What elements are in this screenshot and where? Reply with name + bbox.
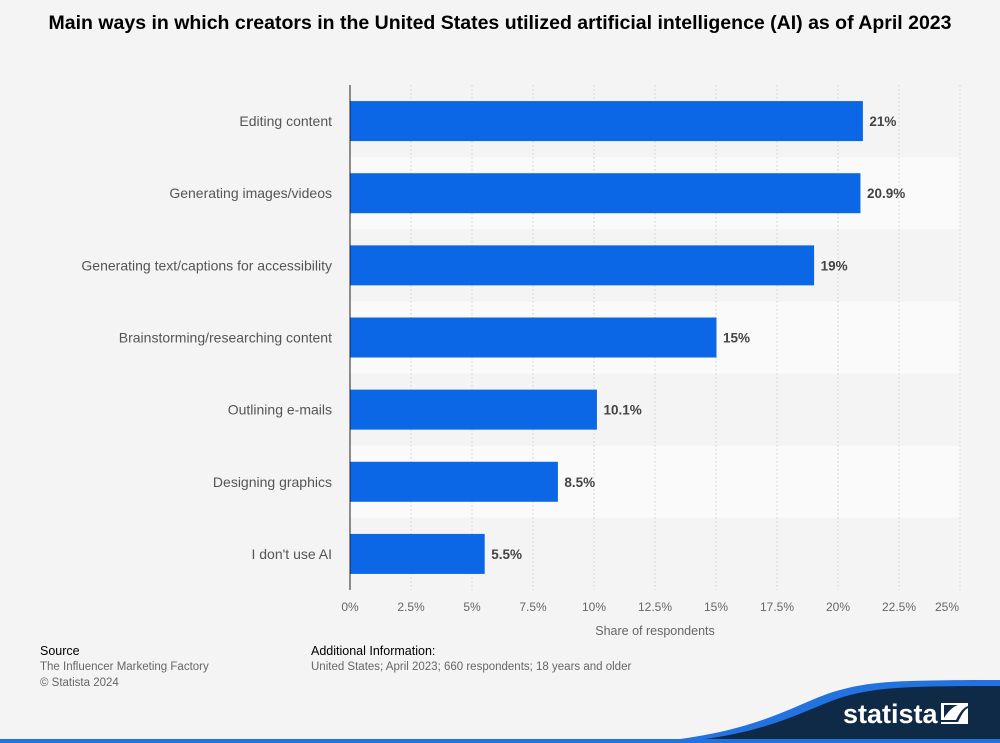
x-tick-label: 15%: [704, 600, 728, 614]
statista-logo: statista: [843, 699, 939, 729]
x-tick-label: 12.5%: [638, 600, 672, 614]
category-label: Generating text/captions for accessibili…: [81, 257, 332, 273]
category-label: Brainstorming/researching content: [119, 330, 332, 346]
data-label: 8.5%: [564, 475, 595, 490]
additional-info-heading: Additional Information:: [311, 644, 436, 658]
category-label: Editing content: [239, 113, 332, 129]
data-label: 20.9%: [867, 186, 905, 201]
x-tick-label: 5%: [463, 600, 481, 614]
category-label: Generating images/videos: [169, 185, 332, 201]
x-tick-label: 22.5%: [882, 600, 916, 614]
data-label: 10.1%: [603, 403, 641, 418]
data-label: 5.5%: [491, 547, 522, 562]
x-tick-label: 17.5%: [760, 600, 794, 614]
x-tick-label: 7.5%: [519, 600, 547, 614]
data-label: 19%: [821, 258, 848, 273]
x-tick-label: 2.5%: [397, 600, 425, 614]
x-tick-label: 25%: [935, 600, 959, 614]
bar: [350, 317, 717, 358]
bar: [350, 101, 863, 142]
x-tick-label: 20%: [826, 600, 850, 614]
statista-logo-icon: [941, 703, 968, 724]
bar: [350, 173, 861, 214]
additional-info-text: United States; April 2023; 660 responden…: [311, 661, 632, 673]
source-heading: Source: [40, 644, 80, 658]
bottom-accent-line: [0, 739, 1000, 743]
bar: [350, 245, 815, 286]
source-name[interactable]: The Influencer Marketing Factory: [40, 661, 209, 673]
category-label: Outlining e-mails: [228, 402, 332, 418]
brand-wave-dark: [660, 686, 1000, 743]
category-label: Designing graphics: [213, 474, 332, 490]
x-tick-label: 10%: [582, 600, 606, 614]
copyright: © Statista 2024: [40, 677, 119, 689]
chart-title: Main ways in which creators in the Unite…: [48, 12, 952, 34]
x-tick-label: 0%: [341, 600, 359, 614]
x-axis-label: Share of respondents: [595, 624, 715, 638]
data-label: 21%: [869, 114, 896, 129]
bar: [350, 533, 485, 574]
bar: [350, 461, 558, 502]
bar: [350, 389, 597, 430]
category-label: I don't use AI: [251, 546, 332, 562]
data-label: 15%: [723, 331, 750, 346]
